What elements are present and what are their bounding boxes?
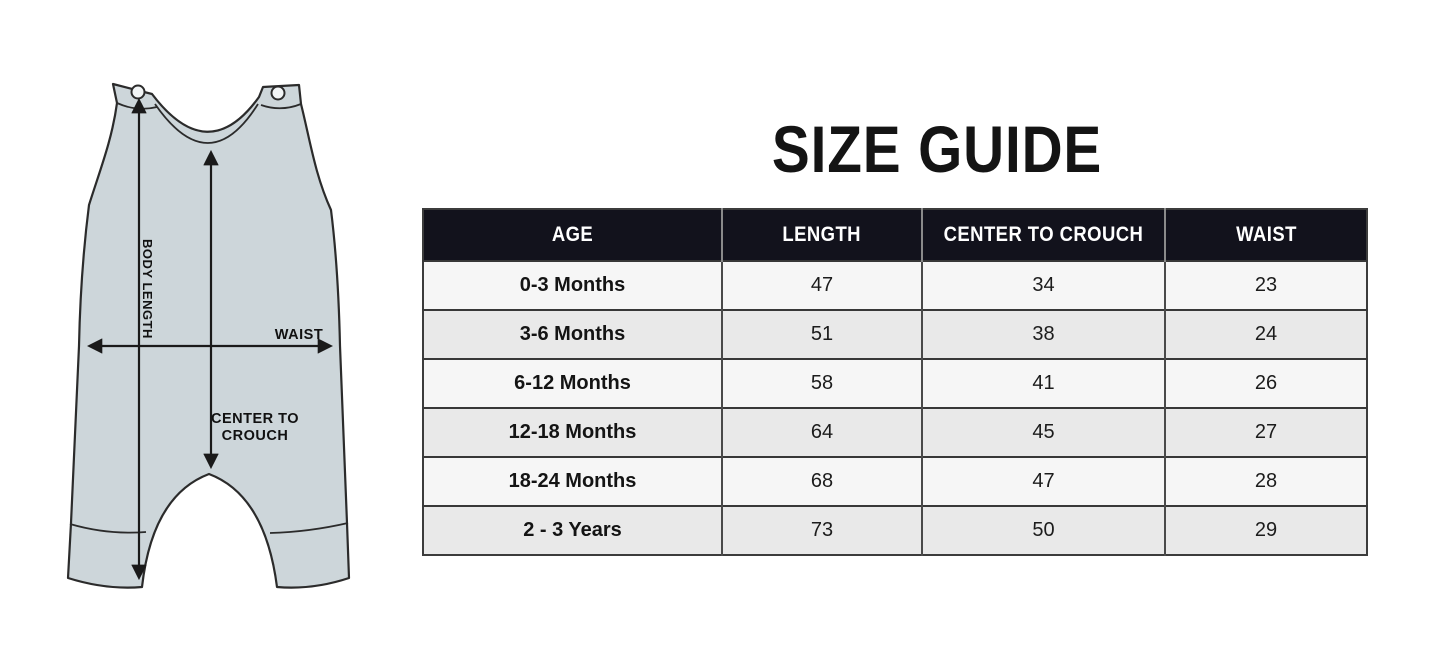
waist-cell: 23 [1164, 261, 1367, 310]
length-cell: 73 [721, 506, 922, 555]
center-to-crouch-label-line1: CENTER TO [211, 411, 299, 427]
right-shoulder-tab-seam [260, 103, 302, 110]
age-cell: 12-18 Months [508, 421, 637, 443]
table-row: 2 - 3 Years 73 50 29 [423, 506, 1367, 555]
body-length-label: BODY LENGTH [140, 239, 155, 339]
center-to-crouch-cell: 47 [921, 457, 1165, 506]
center-to-crouch-cell: 38 [921, 310, 1165, 359]
age-cell: 0-3 Months [519, 274, 626, 296]
table-row: 18-24 Months 68 47 28 [423, 457, 1367, 506]
center-to-crouch-cell: 45 [921, 408, 1165, 457]
page-title: SIZE GUIDE [771, 112, 1103, 186]
age-cell: 2 - 3 Years [523, 519, 622, 541]
right-cuff-seam [269, 522, 349, 534]
header-row: AGE LENGTH CENTER TO CROUCH WAIST [423, 209, 1367, 261]
waist-cell: 29 [1164, 506, 1367, 555]
table-row: 12-18 Months 64 45 27 [423, 408, 1367, 457]
waist-label: WAIST [275, 327, 323, 343]
waist-cell: 28 [1164, 457, 1367, 506]
size-table-header: AGE LENGTH CENTER TO CROUCH WAIST [423, 209, 1367, 261]
neckline-seam [154, 103, 259, 144]
center-to-crouch-cell: 34 [921, 261, 1165, 310]
right-snap-button-icon [270, 85, 286, 101]
age-cell: 3-6 Months [519, 323, 626, 345]
waist-cell: 24 [1164, 310, 1367, 359]
length-cell: 51 [721, 310, 922, 359]
romper-diagram: BODY LENGTH WAIST CENTER TO CROUCH [66, 82, 351, 589]
length-cell: 68 [721, 457, 922, 506]
center-to-crouch-label-line2: CROUCH [222, 428, 289, 444]
length-cell: 47 [721, 261, 922, 310]
length-cell: 58 [721, 359, 922, 408]
table-row: 6-12 Months 58 41 26 [423, 359, 1367, 408]
age-cell: 6-12 Months [514, 372, 631, 394]
center-to-crouch-cell: 41 [921, 359, 1165, 408]
length-cell: 64 [721, 408, 922, 457]
table-row: 3-6 Months 51 38 24 [423, 310, 1367, 359]
size-table: AGE LENGTH CENTER TO CROUCH WAIST 0-3 Mo… [422, 208, 1368, 556]
column-header-length: LENGTH [721, 209, 922, 261]
column-header-center-to-crouch: CENTER TO CROUCH [921, 209, 1165, 261]
waist-cell: 26 [1164, 359, 1367, 408]
age-cell: 18-24 Months [508, 470, 637, 492]
waist-cell: 27 [1164, 408, 1367, 457]
column-header-age: AGE [423, 209, 722, 261]
left-snap-button-icon [130, 84, 146, 100]
column-header-waist: WAIST [1164, 209, 1367, 261]
center-to-crouch-cell: 50 [921, 506, 1165, 555]
table-row: 0-3 Months 47 34 23 [423, 261, 1367, 310]
